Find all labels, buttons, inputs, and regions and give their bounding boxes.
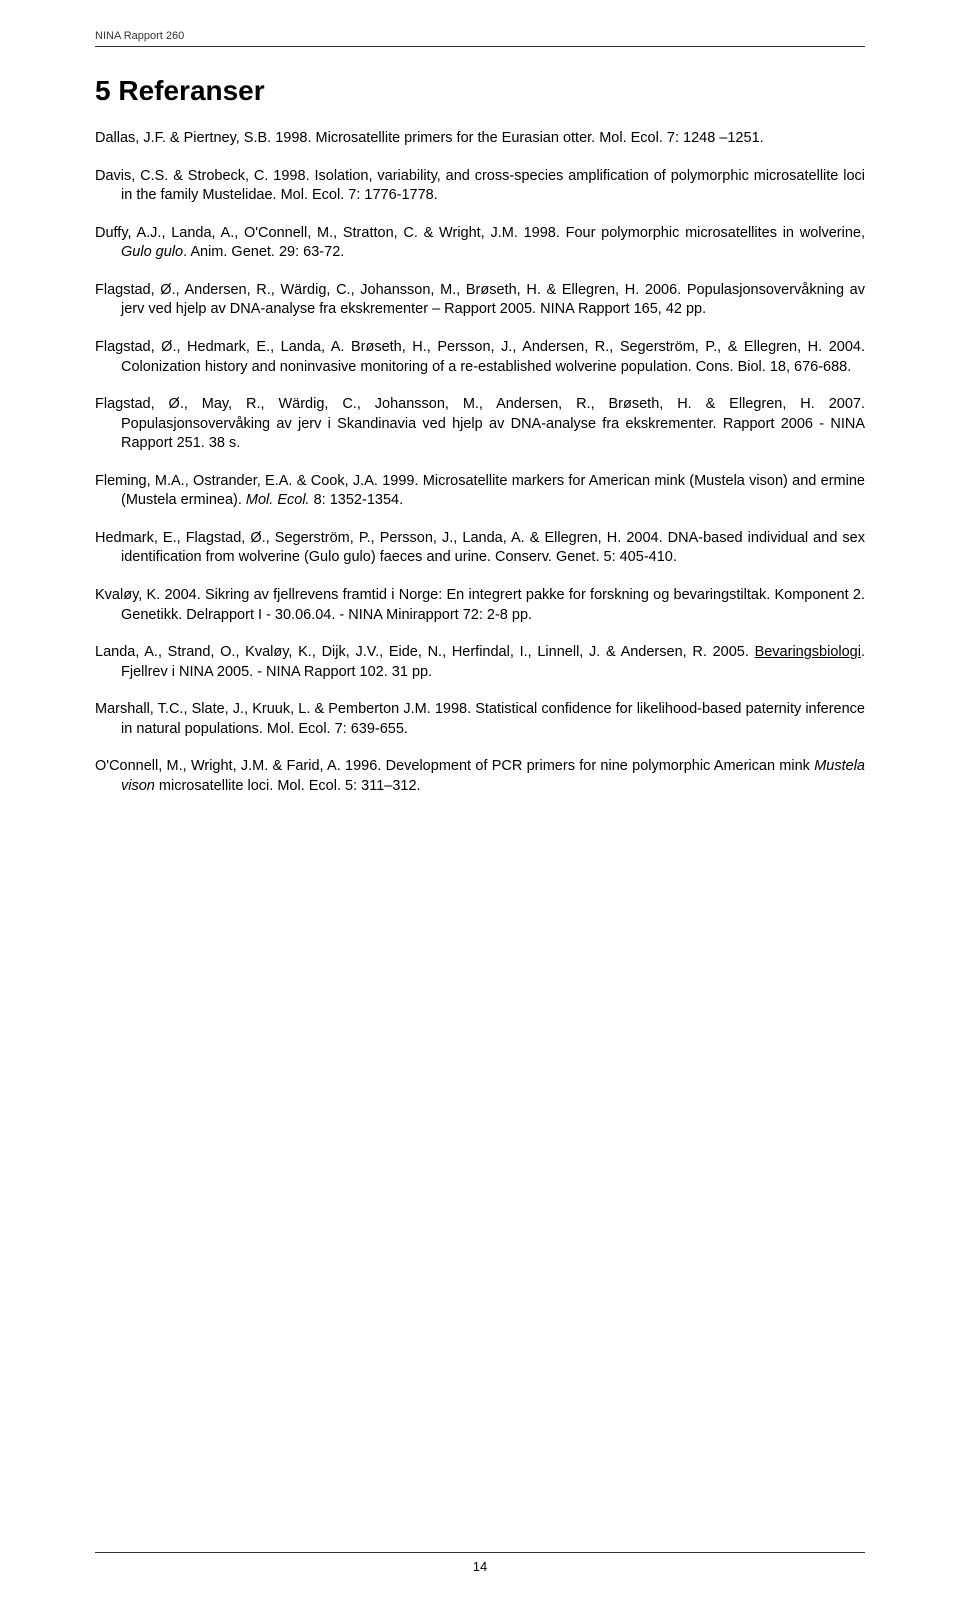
- reference-item: Flagstad, Ø., Hedmark, E., Landa, A. Brø…: [95, 338, 865, 377]
- reference-item: Marshall, T.C., Slate, J., Kruuk, L. & P…: [95, 700, 865, 739]
- section-title: 5 Referanser: [95, 75, 865, 107]
- reference-item: Flagstad, Ø., Andersen, R., Wärdig, C., …: [95, 281, 865, 320]
- reference-item: Landa, A., Strand, O., Kvaløy, K., Dijk,…: [95, 643, 865, 682]
- page-number: 14: [95, 1552, 865, 1574]
- reference-item: O'Connell, M., Wright, J.M. & Farid, A. …: [95, 757, 865, 796]
- report-header: NINA Rapport 260: [95, 30, 865, 47]
- report-label: NINA Rapport 260: [95, 30, 184, 42]
- reference-item: Dallas, J.F. & Piertney, S.B. 1998. Micr…: [95, 129, 865, 149]
- reference-item: Flagstad, Ø., May, R., Wärdig, C., Johan…: [95, 395, 865, 454]
- reference-item: Fleming, M.A., Ostrander, E.A. & Cook, J…: [95, 472, 865, 511]
- reference-item: Kvaløy, K. 2004. Sikring av fjellrevens …: [95, 586, 865, 625]
- reference-item: Davis, C.S. & Strobeck, C. 1998. Isolati…: [95, 167, 865, 206]
- reference-item: Duffy, A.J., Landa, A., O'Connell, M., S…: [95, 224, 865, 263]
- reference-item: Hedmark, E., Flagstad, Ø., Segerström, P…: [95, 529, 865, 568]
